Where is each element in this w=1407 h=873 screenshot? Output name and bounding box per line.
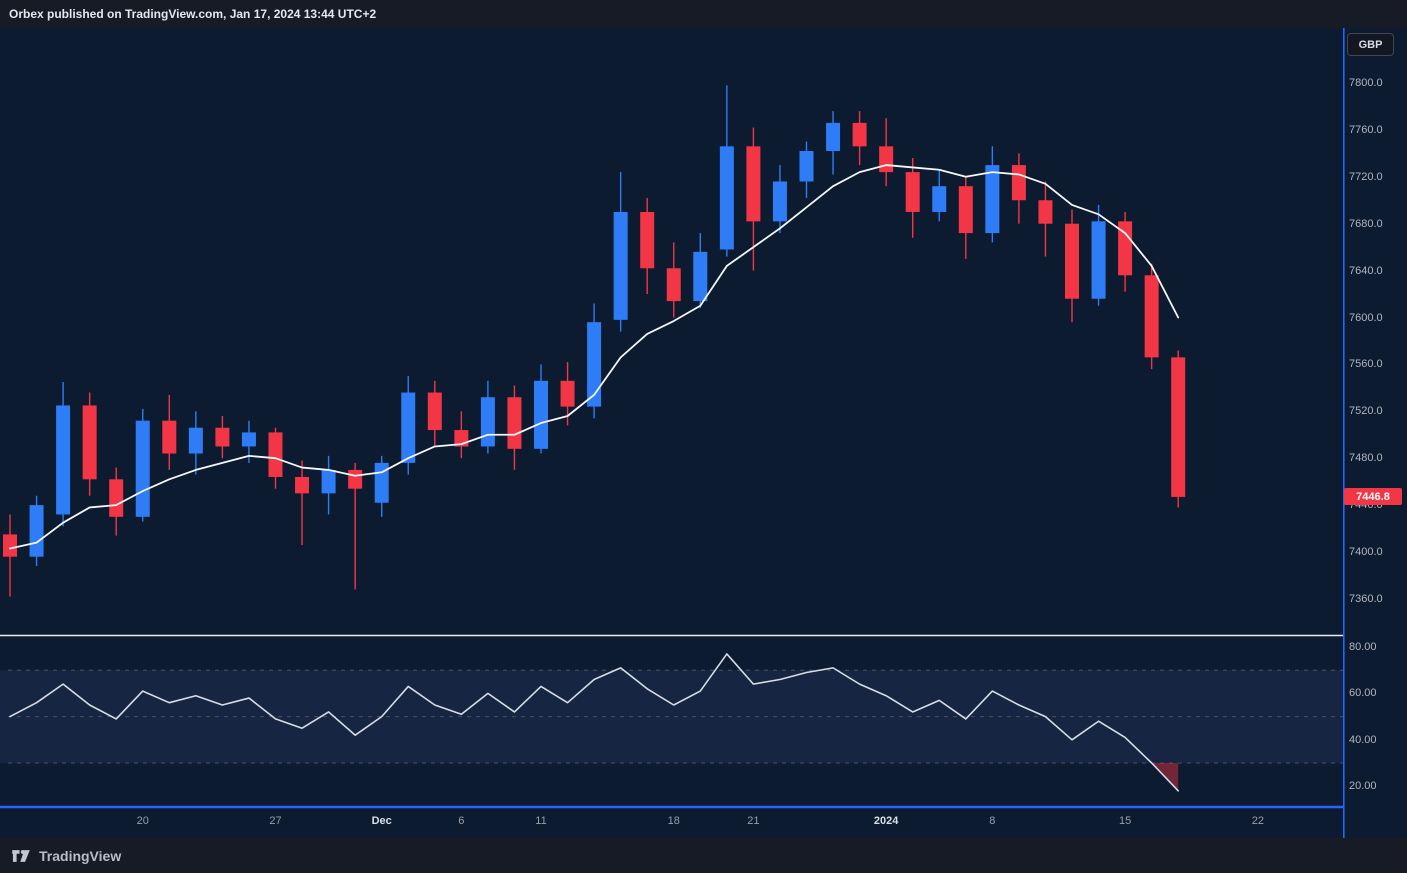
candle-body [640,211,655,269]
candle-body [905,172,920,212]
candle-body [29,505,44,557]
candle-body [1038,200,1053,224]
candle-body [1171,357,1186,497]
price-axis-tick: 7400.0 [1349,546,1383,558]
time-axis-label: 27 [269,815,282,827]
candle-body [188,427,203,454]
time-axis-label: 8 [989,815,996,827]
candle-body [401,392,416,463]
candle-body [879,146,894,173]
time-axis-label: 11 [535,815,547,827]
candle-body [826,122,841,152]
time-axis-label: 15 [1118,815,1132,827]
candle-body [666,268,681,302]
candle-body [109,479,124,517]
price-axis-tick: 7360.0 [1349,592,1383,605]
rsi-pane [0,653,1343,792]
time-axis-label: Dec [371,815,392,827]
candle-body [241,432,256,447]
tradingview-logo-icon[interactable] [10,846,32,866]
currency-badge[interactable]: GBP [1347,33,1394,56]
price-axis[interactable]: 7800.0 7760.0 7720.0 7680.0 7640.0 7600.0 7560… [1343,28,1407,838]
candle-body [348,469,363,489]
candle-body [162,420,177,454]
candle-body [719,146,734,250]
candle-body [1091,221,1106,299]
candle-body [135,420,150,517]
candle-body [295,476,310,494]
candle-body [1011,165,1026,201]
time-axis-label: 21 [747,815,760,827]
time-axis-label: 20 [136,815,149,827]
moving-average-line [9,164,1180,550]
candle-body [587,322,602,407]
candle-body [560,380,575,407]
time-axis-label: 6 [458,815,465,827]
price-axis-tick: 7560.0 [1349,358,1383,371]
candle-body [82,405,97,480]
candle-body [693,251,708,302]
tradingview-brand-text[interactable]: TradingView [39,847,122,864]
price-axis-tick: 7720.0 [1349,170,1383,183]
time-axis-label: 18 [667,815,680,827]
price-axis-tick: 7600.0 [1349,311,1383,324]
candle-body [480,397,495,447]
candle-body [852,122,867,147]
candle-body [932,186,947,212]
candle-body [799,151,814,182]
candle-body [427,392,442,431]
rsi-axis-tick: 80.00 [1349,641,1377,653]
candle-body [1144,275,1159,358]
price-axis-tick: 7680.0 [1349,217,1383,230]
candle-body [3,534,17,557]
candle-body [746,146,761,222]
candle-body [985,165,1000,234]
candle-body [772,181,787,222]
candle-body [1118,221,1133,276]
price-axis-tick: 7480.0 [1349,452,1383,465]
candle-body [613,211,628,320]
time-axis-label: 22 [1251,815,1264,827]
time-axis[interactable]: 20 27 Dec 6 11 18 21 2024 8 15 22 [0,806,1343,838]
publish-banner: Orbex published on TradingView.com, Jan … [0,0,1407,28]
rsi-line [9,653,1179,792]
candle-body [507,397,522,449]
price-axis-tick: 7800.0 [1349,77,1383,89]
candle-body [268,432,283,477]
candle-body [958,186,973,234]
candle-body [215,427,230,447]
currency-badge-label: GBP [1358,38,1383,51]
rsi-axis-tick: 20.00 [1349,780,1377,793]
last-price-badge[interactable]: 7446.8 [1344,488,1402,506]
candle-body [321,469,336,494]
rsi-axis-tick: 40.00 [1349,733,1377,746]
publish-banner-text: Orbex published on TradingView.com, Jan … [9,7,377,21]
time-axis-label: 2024 [873,815,899,827]
candle-body [56,405,71,515]
candle-body [1065,223,1079,299]
candle-body [534,380,548,449]
footer-bar: TradingView [0,838,1407,873]
price-axis-tick: 7520.0 [1349,405,1383,418]
price-axis-tick: 7760.0 [1349,123,1383,136]
price-axis-tick: 7640.0 [1349,264,1383,277]
rsi-axis-tick: 60.00 [1349,687,1377,700]
candlestick-series [3,85,1186,597]
